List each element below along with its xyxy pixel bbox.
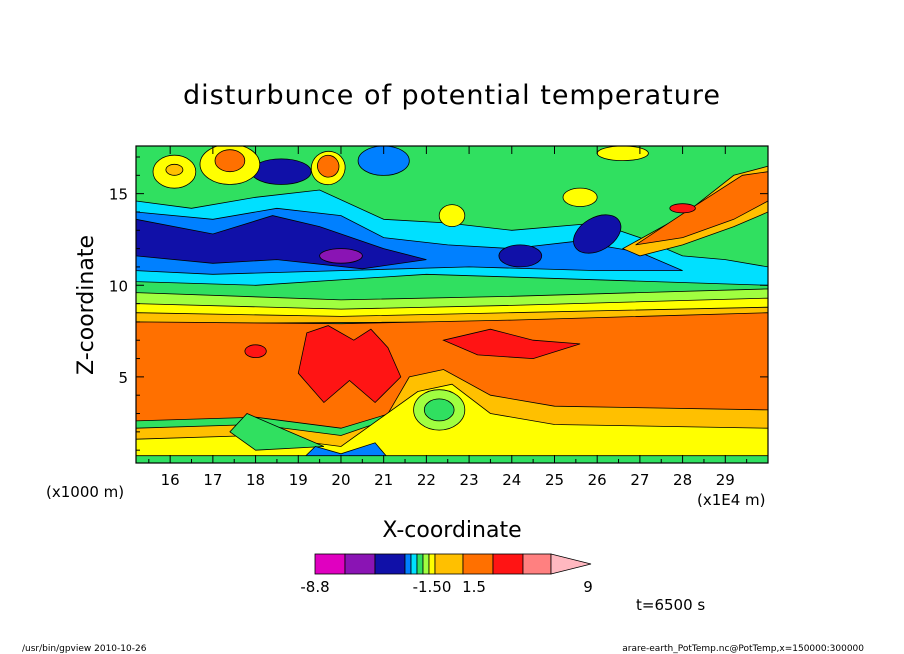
colorbar-swatch	[314, 553, 346, 575]
colorbar-tick-label: -1.50	[413, 578, 452, 596]
contour-region-red	[669, 203, 696, 214]
colorbar-arrow	[550, 553, 592, 575]
colorbar-tick-label: 9	[583, 578, 593, 596]
y-tick-label: 10	[109, 277, 128, 295]
contour-region-orange	[635, 171, 768, 246]
contour-field	[136, 146, 768, 463]
colorbar-swatch	[492, 553, 524, 575]
colorbar-swatch	[374, 553, 406, 575]
contour-region-purple	[319, 248, 363, 264]
x-unit-label: (x1000 m)	[46, 483, 124, 501]
y-tick-label: 15	[109, 186, 128, 204]
x-tick-label: 19	[289, 471, 308, 489]
colorbar	[314, 553, 592, 575]
colorbar-swatch	[422, 553, 430, 575]
colorbar-tick-label: 1.5	[462, 578, 486, 596]
colorbar-tick-label: -8.8	[300, 578, 329, 596]
contour-region-navy	[573, 214, 622, 254]
colorbar-swatch	[462, 553, 494, 575]
contour-region-green	[229, 413, 325, 451]
colorbar-swatch	[434, 553, 464, 575]
colorbar-swatch	[428, 553, 436, 575]
x-tick-label: 16	[161, 471, 180, 489]
colorbar-swatch	[404, 553, 412, 575]
contour-region-navy	[250, 158, 312, 185]
contour-region-yellow	[438, 204, 466, 228]
y-axis-ticks: 5 10 15	[109, 156, 768, 451]
contour-region-red	[442, 328, 581, 360]
y-tick-label: 5	[118, 369, 128, 387]
contour-region-green	[423, 398, 455, 422]
x-scale-label: (x1E4 m)	[697, 491, 766, 509]
contour-region-navy	[498, 244, 543, 268]
contour-region-yellow	[596, 146, 649, 161]
contour-region-gold	[165, 163, 184, 176]
x-tick-label: 21	[374, 471, 393, 489]
x-tick-label: 23	[460, 471, 479, 489]
x-tick-label: 17	[203, 471, 222, 489]
contour-region-blue	[357, 146, 410, 176]
contour-region-red	[297, 325, 402, 404]
chart-title: disturbunce of potential temperature	[183, 80, 721, 111]
plot-frame	[135, 145, 769, 464]
x-axis-label: X-coordinate	[382, 518, 521, 543]
x-tick-label: 27	[630, 471, 649, 489]
contour-region-orange	[214, 149, 246, 173]
x-tick-label: 29	[716, 471, 735, 489]
colorbar-swatch	[410, 553, 418, 575]
contour-region-green	[136, 455, 768, 463]
x-tick-label: 26	[588, 471, 607, 489]
x-tick-label: 24	[502, 471, 521, 489]
x-tick-label: 18	[246, 471, 265, 489]
x-tick-label: 28	[673, 471, 692, 489]
x-tick-label: 22	[417, 471, 436, 489]
footer-left: /usr/bin/gpview 2010-10-26	[22, 644, 147, 654]
colorbar-swatch	[522, 553, 552, 575]
colorbar-swatch	[416, 553, 424, 575]
x-tick-label: 20	[331, 471, 350, 489]
contour-region-yellow	[562, 187, 598, 207]
colorbar-swatch	[344, 553, 376, 575]
y-axis-label: Z-coordinate	[74, 235, 99, 375]
contour-region-orange	[317, 154, 340, 178]
x-axis-ticks: 16 17 18 19 20 21 22 23 24 25 26 27 28 29	[148, 146, 748, 489]
time-label: t=6500 s	[636, 596, 705, 614]
contour-region-red	[244, 344, 267, 359]
footer-right: arare-earth_PotTemp.nc@PotTemp,x=150000:…	[622, 644, 864, 654]
x-tick-label: 25	[545, 471, 564, 489]
